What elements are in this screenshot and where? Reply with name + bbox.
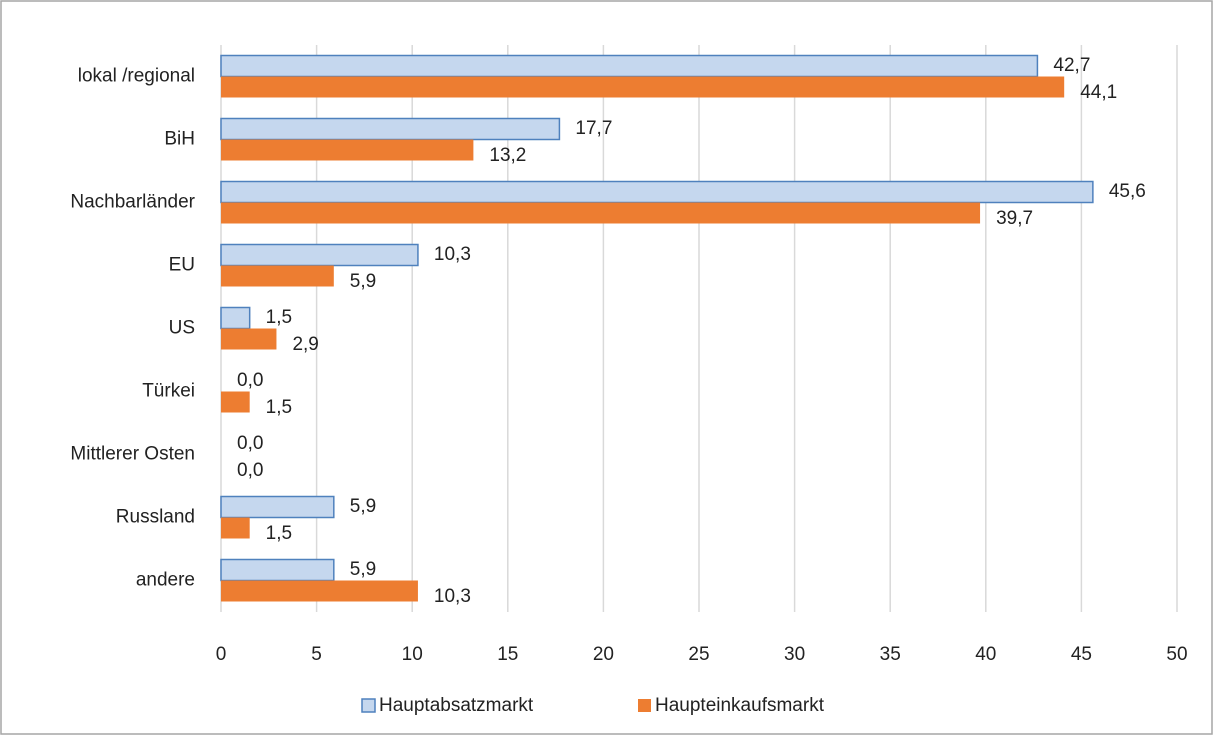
x-tick-label: 35 [880, 644, 901, 665]
bar [220, 495, 335, 519]
x-tick-label: 25 [688, 644, 709, 665]
value-label: 1,5 [266, 307, 292, 328]
x-tick-label: 10 [402, 644, 423, 665]
x-tick-label: 20 [593, 644, 614, 665]
value-label: 42,7 [1053, 55, 1090, 76]
value-label: 0,0 [237, 433, 263, 454]
bar [221, 202, 981, 224]
y-tick-label: US [169, 318, 195, 339]
value-label: 5,9 [350, 271, 376, 292]
value-label: 17,7 [575, 118, 612, 139]
bar [221, 517, 250, 539]
bar [220, 54, 1039, 78]
y-tick-label: Nachbarländer [70, 192, 195, 213]
y-tick-label: Russland [116, 507, 195, 528]
y-tick-label: Türkei [142, 381, 195, 402]
value-label: 5,9 [350, 496, 376, 517]
y-tick-label: andere [136, 570, 195, 591]
legend-label: Haupteinkaufsmarkt [655, 695, 825, 716]
x-tick-label: 5 [311, 644, 322, 665]
bar [220, 180, 1094, 204]
y-tick-label: Mittlerer Osten [70, 444, 195, 465]
value-label: 1,5 [266, 397, 292, 418]
x-tick-label: 0 [216, 644, 227, 665]
bar [220, 243, 419, 267]
value-label: 10,3 [434, 244, 471, 265]
value-label: 44,1 [1080, 82, 1117, 103]
x-tick-label: 45 [1071, 644, 1092, 665]
value-label: 1,5 [266, 523, 292, 544]
bar [221, 328, 277, 350]
value-label: 5,9 [350, 559, 376, 580]
bar [221, 76, 1065, 98]
bar [220, 306, 251, 330]
bar [221, 391, 250, 413]
bar [220, 558, 335, 582]
bar [221, 580, 418, 602]
legend-swatch [638, 699, 651, 712]
x-tick-label: 40 [975, 644, 996, 665]
x-tick-label: 15 [497, 644, 518, 665]
value-label: 45,6 [1109, 181, 1146, 202]
y-tick-label: lokal /regional [78, 66, 195, 87]
value-label: 0,0 [237, 460, 263, 481]
x-tick-label: 30 [784, 644, 805, 665]
value-label: 10,3 [434, 586, 471, 607]
value-label: 0,0 [237, 370, 263, 391]
y-tick-label: EU [169, 255, 195, 276]
value-label: 39,7 [996, 208, 1033, 229]
value-label: 2,9 [292, 334, 318, 355]
bar [220, 117, 561, 141]
bar [221, 139, 474, 161]
legend-swatch [361, 698, 376, 713]
x-tick-label: 50 [1166, 644, 1187, 665]
value-label: 13,2 [489, 145, 526, 166]
bar [221, 265, 334, 287]
y-tick-label: BiH [164, 129, 195, 150]
legend-label: Hauptabsatzmarkt [379, 695, 534, 716]
